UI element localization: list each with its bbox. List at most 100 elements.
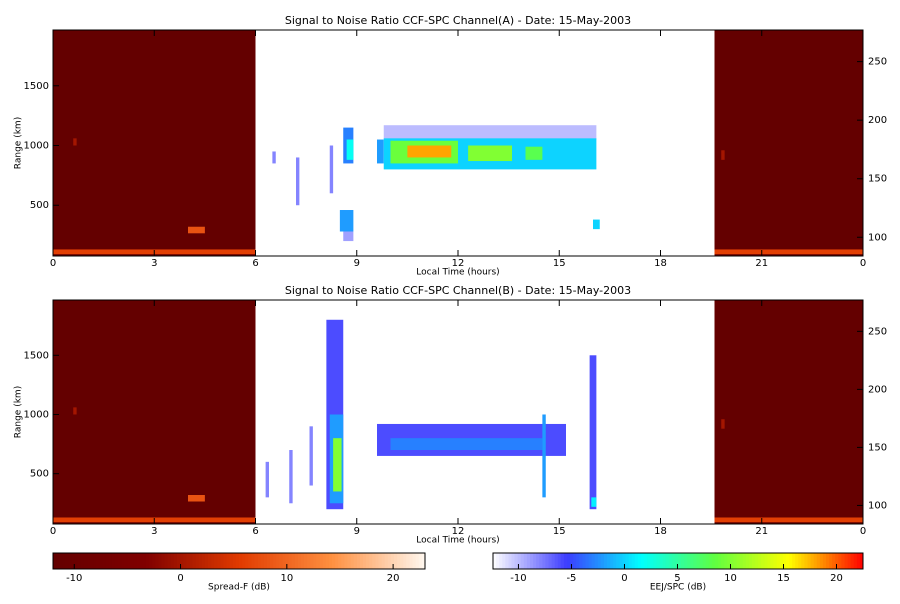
colorbar-swatch — [730, 553, 734, 569]
colorbar-swatch — [493, 553, 497, 569]
heat-cell — [73, 138, 77, 146]
colorbar-swatch — [770, 553, 775, 569]
colorbar-swatch — [594, 553, 599, 569]
colorbar-label: EEJ/SPC (dB) — [650, 583, 706, 593]
colorbar-swatch — [829, 553, 833, 569]
colorbar-swatch — [826, 553, 830, 569]
colorbar-frame — [52, 552, 426, 570]
colorbar-swatch — [183, 553, 187, 569]
colorbar-swatch — [121, 553, 125, 569]
heat-cell — [468, 145, 512, 162]
colorbar-swatch — [310, 553, 314, 569]
colorbar-swatch — [418, 553, 423, 569]
colorbar-swatch — [798, 553, 802, 569]
x-tick-label: 0 — [860, 258, 866, 269]
colorbar-swatch — [307, 553, 311, 569]
heat-cell — [591, 497, 597, 507]
heat-cell — [188, 494, 205, 502]
colorbar-swatch — [167, 553, 172, 569]
colorbar-swatch — [591, 553, 596, 569]
colorbar-swatch — [499, 553, 503, 569]
heat-cell — [289, 450, 293, 504]
colorbar-swatch — [62, 553, 66, 569]
colorbar-swatch — [304, 553, 308, 569]
x-tick-label: 6 — [252, 526, 258, 537]
colorbar-swatch — [678, 553, 682, 569]
colorbar-swatch — [406, 553, 410, 569]
colorbar-swatch — [718, 553, 722, 569]
colorbar-swatch — [548, 553, 553, 569]
colorbar-swatch — [211, 553, 215, 569]
colorbar-swatch — [631, 553, 636, 569]
colorbar-swatch — [133, 553, 138, 569]
x-tick-label: 21 — [755, 258, 768, 269]
heat-cell — [383, 125, 597, 140]
heat-cell — [53, 30, 256, 256]
colorbar-swatch — [727, 553, 731, 569]
colorbar-swatch — [146, 553, 150, 569]
y2-tick-label: 100 — [868, 500, 887, 511]
colorbar-swatch — [232, 553, 237, 569]
colorbar-swatch — [588, 553, 593, 569]
colorbar-swatch — [838, 553, 842, 569]
colorbar-swatch — [409, 553, 414, 569]
colorbar-swatch — [551, 553, 556, 569]
colorbar-swatch — [847, 553, 852, 569]
heat-cell — [272, 151, 276, 164]
x-tick-label: 0 — [860, 526, 866, 537]
colorbar-swatch — [496, 553, 500, 569]
colorbar-swatch — [604, 553, 608, 569]
colorbar-swatch — [297, 553, 302, 569]
y2-tick-label: 250 — [868, 57, 887, 68]
colorbar-swatch — [111, 553, 116, 569]
colorbar-swatch — [155, 553, 159, 569]
colorbar-swatch — [301, 553, 305, 569]
colorbar-swatch — [644, 553, 648, 569]
colorbar-swatch — [545, 553, 549, 569]
colorbar-swatch — [229, 553, 234, 569]
x-tick-label: 18 — [654, 526, 667, 537]
x-tick-label: 6 — [252, 258, 258, 269]
colorbar-swatch — [105, 553, 110, 569]
colorbar-swatch — [335, 553, 339, 569]
colorbar-swatch — [77, 553, 82, 569]
colorbar-label: Spread-F (dB) — [208, 583, 270, 593]
colorbar-swatch — [582, 553, 586, 569]
colorbar-swatch — [835, 553, 839, 569]
y2-tick-label: 200 — [868, 115, 887, 126]
x-tick-label: 0 — [50, 258, 56, 269]
colorbar-swatch — [359, 553, 364, 569]
colorbar-swatch — [195, 553, 200, 569]
colorbar-swatch — [149, 553, 153, 569]
colorbar-swatch — [403, 553, 407, 569]
y2-tick-label: 200 — [868, 384, 887, 395]
colorbar-swatch — [260, 553, 265, 569]
colorbar-swatch — [180, 553, 184, 569]
colorbar-tick-label: 0 — [621, 573, 627, 584]
colorbar-swatch — [523, 553, 528, 569]
colorbar-swatch — [813, 553, 818, 569]
colorbar-frame — [492, 552, 864, 570]
colorbar-swatch — [795, 553, 799, 569]
colorbar-swatch — [634, 553, 639, 569]
colorbar-swatch — [792, 553, 796, 569]
colorbar-swatch — [59, 553, 63, 569]
colorbar-swatch — [71, 553, 76, 569]
colorbar-swatch — [251, 553, 255, 569]
chart-title: Signal to Noise Ratio CCF-SPC Channel(B)… — [285, 284, 631, 297]
y2-tick-label: 100 — [868, 232, 887, 243]
colorbar-swatch — [257, 553, 262, 569]
x-tick-label: 0 — [50, 526, 56, 537]
colorbar-swatch — [573, 553, 577, 569]
colorbar-swatch — [245, 553, 249, 569]
colorbar-swatch — [625, 553, 630, 569]
y-axis-label: Range (km) — [14, 386, 24, 438]
colorbar-swatch — [152, 553, 156, 569]
colorbar-swatch — [124, 553, 128, 569]
colorbar-swatch — [804, 553, 808, 569]
heat-cell — [721, 150, 725, 160]
heat-cell — [714, 517, 863, 523]
x-tick-label: 3 — [151, 526, 157, 537]
colorbar-swatch — [687, 553, 691, 569]
heat-cell — [309, 426, 313, 486]
